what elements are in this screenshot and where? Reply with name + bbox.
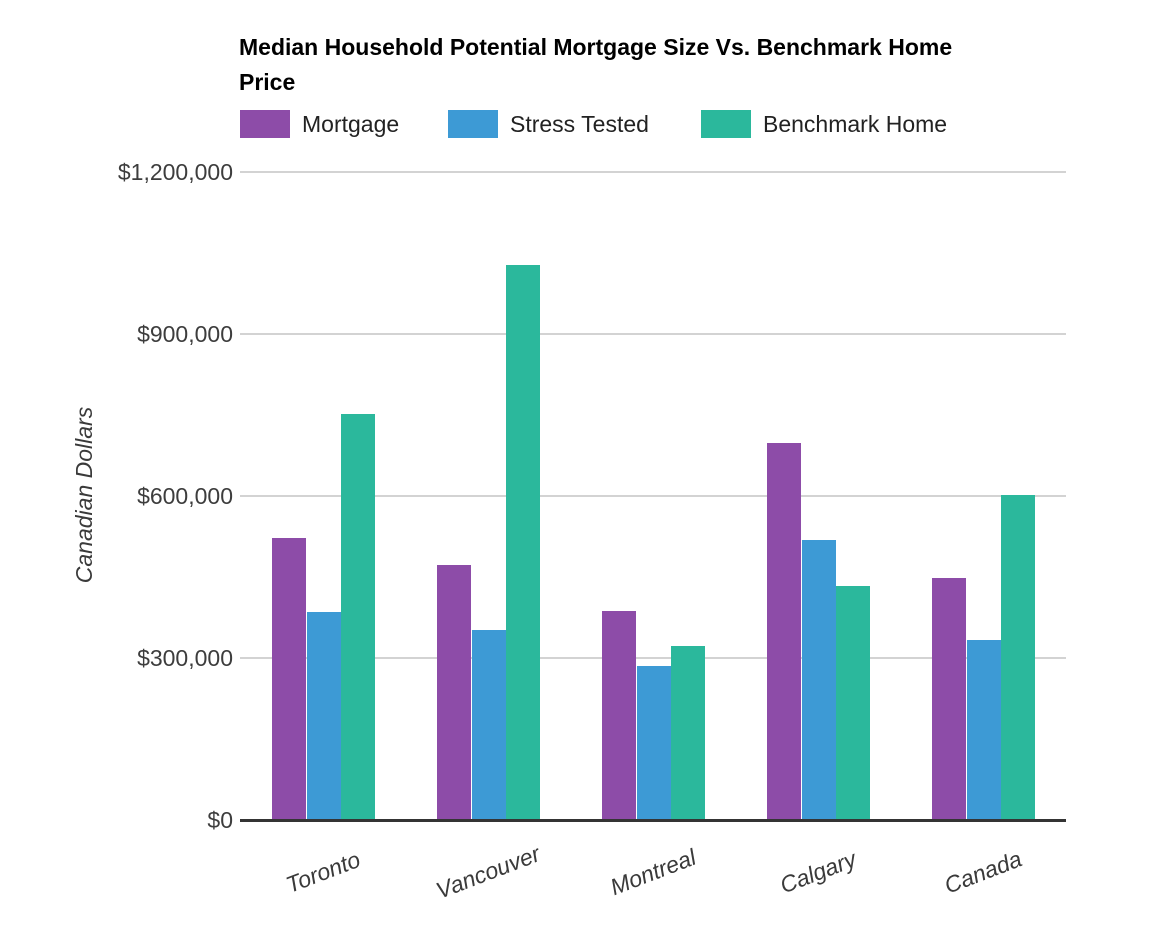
- y-tick-label: $600,000: [137, 483, 233, 509]
- bar-benchmark-home-calgary[interactable]: [836, 586, 871, 820]
- legend-swatch-mortgage-icon: [240, 110, 290, 138]
- chart-title-line2: Price: [239, 69, 296, 95]
- bar-benchmark-home-vancouver[interactable]: [506, 264, 541, 820]
- legend-item-benchmark-home[interactable]: Benchmark Home: [701, 110, 947, 138]
- x-tick-label-calgary: Calgary: [776, 845, 861, 899]
- x-axis-line: [240, 819, 1066, 822]
- legend-label-mortgage: Mortgage: [302, 110, 400, 137]
- y-tick-label: $900,000: [137, 321, 233, 347]
- x-tick-label-canada: Canada: [941, 845, 1026, 899]
- legend-label-stress-tested: Stress Tested: [510, 110, 649, 137]
- bar-stress-tested-canada[interactable]: [966, 640, 1001, 820]
- bar-mortgage-calgary[interactable]: [766, 442, 801, 820]
- bar-benchmark-home-montreal[interactable]: [671, 646, 706, 820]
- bar-stress-tested-vancouver[interactable]: [471, 630, 506, 820]
- legend-label-benchmark-home: Benchmark Home: [763, 110, 948, 137]
- y-tick-label: $0: [207, 807, 233, 833]
- bar-stress-tested-toronto[interactable]: [306, 611, 341, 820]
- bar-stress-tested-calgary[interactable]: [801, 540, 836, 820]
- legend-swatch-benchmark-home-icon: [701, 110, 751, 138]
- gridline: [240, 171, 1066, 173]
- legend-item-mortgage[interactable]: Mortgage: [240, 110, 399, 138]
- bar-benchmark-home-toronto[interactable]: [341, 413, 376, 820]
- chart-title-line1: Median Household Potential Mortgage Size…: [239, 34, 953, 60]
- y-tick-label: $300,000: [137, 645, 233, 671]
- bar-mortgage-canada[interactable]: [931, 578, 966, 820]
- gridline: [240, 657, 1066, 659]
- x-tick-label-montreal: Montreal: [606, 843, 700, 901]
- legend-swatch-stress-tested-icon: [448, 110, 498, 138]
- bar-mortgage-montreal[interactable]: [601, 611, 636, 820]
- chart-title: Median Household Potential Mortgage Size…: [239, 30, 1099, 100]
- bar-mortgage-toronto[interactable]: [271, 537, 306, 820]
- legend-item-stress-tested[interactable]: Stress Tested: [448, 110, 649, 138]
- bar-mortgage-vancouver[interactable]: [436, 565, 471, 820]
- bar-benchmark-home-canada[interactable]: [1001, 495, 1036, 820]
- x-tick-label-toronto: Toronto: [282, 846, 365, 898]
- x-tick-label-vancouver: Vancouver: [432, 840, 544, 904]
- y-tick-label: $1,200,000: [117, 159, 233, 185]
- gridline: [240, 333, 1066, 335]
- bar-stress-tested-montreal[interactable]: [636, 666, 671, 820]
- gridline: [240, 495, 1066, 497]
